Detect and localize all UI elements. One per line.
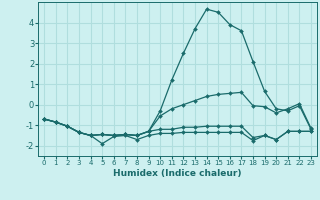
X-axis label: Humidex (Indice chaleur): Humidex (Indice chaleur) xyxy=(113,169,242,178)
